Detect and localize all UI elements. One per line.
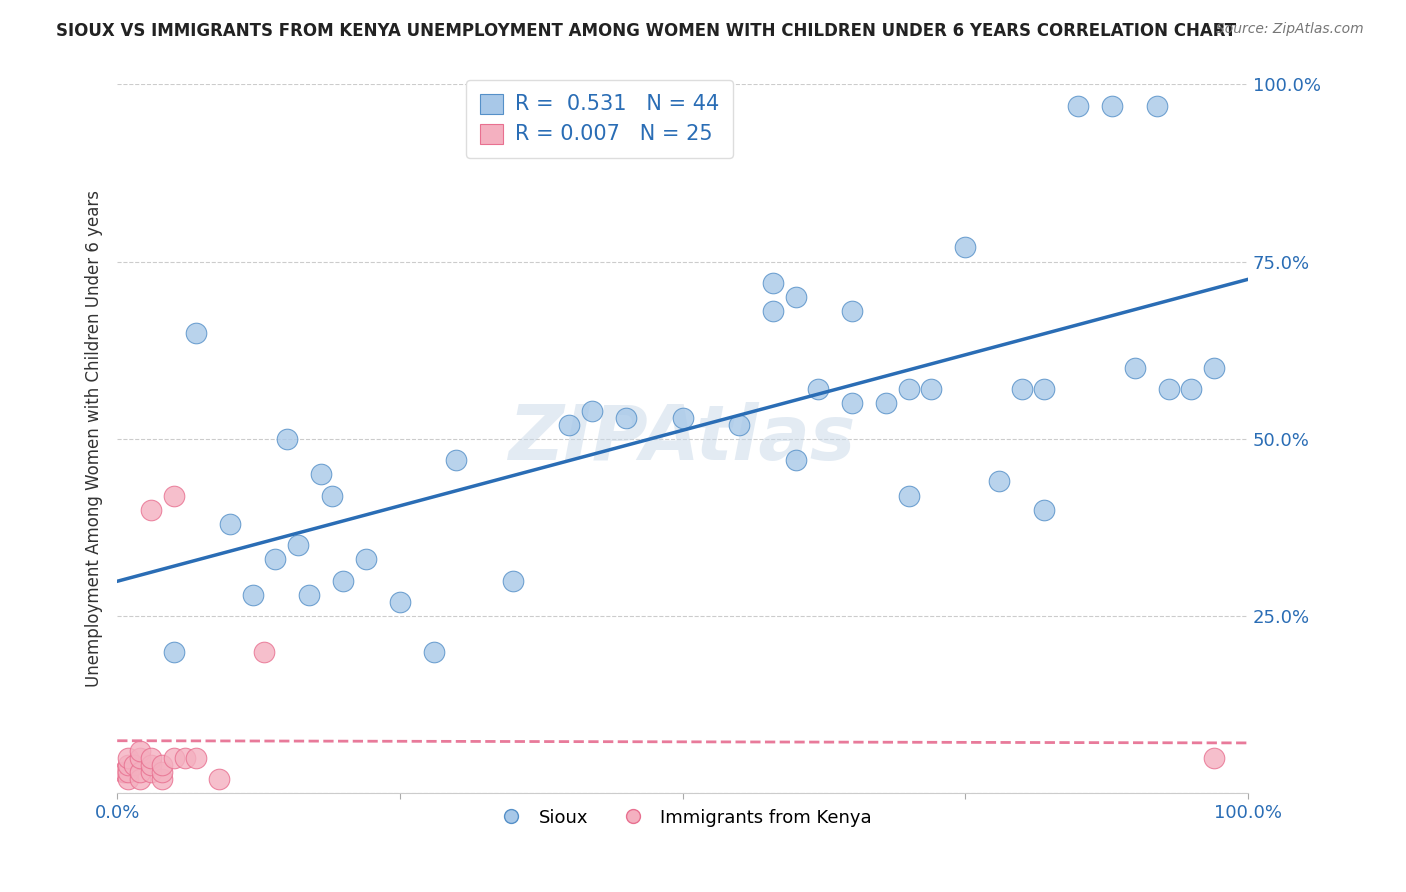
Point	[841, 396, 863, 410]
Point	[186, 751, 208, 765]
Point	[1067, 99, 1090, 113]
Point	[1011, 382, 1033, 396]
Point	[208, 772, 231, 787]
Legend: Sioux, Immigrants from Kenya: Sioux, Immigrants from Kenya	[486, 802, 879, 834]
Point	[920, 382, 942, 396]
Point	[128, 751, 150, 765]
Point	[117, 758, 139, 772]
Point	[242, 588, 264, 602]
Point	[785, 453, 807, 467]
Text: Source: ZipAtlas.com: Source: ZipAtlas.com	[1216, 22, 1364, 37]
Point	[264, 552, 287, 566]
Point	[614, 410, 637, 425]
Point	[581, 403, 603, 417]
Point	[1146, 99, 1168, 113]
Point	[762, 304, 785, 318]
Point	[388, 595, 411, 609]
Point	[117, 751, 139, 765]
Point	[152, 758, 174, 772]
Point	[875, 396, 897, 410]
Point	[988, 475, 1011, 489]
Point	[117, 765, 139, 780]
Point	[558, 417, 581, 432]
Point	[122, 758, 145, 772]
Text: SIOUX VS IMMIGRANTS FROM KENYA UNEMPLOYMENT AMONG WOMEN WITH CHILDREN UNDER 6 YE: SIOUX VS IMMIGRANTS FROM KENYA UNEMPLOYM…	[56, 22, 1236, 40]
Point	[186, 326, 208, 340]
Point	[1123, 361, 1146, 376]
Text: ZIPAtlas: ZIPAtlas	[509, 402, 856, 476]
Point	[446, 453, 468, 467]
Point	[163, 489, 186, 503]
Point	[1157, 382, 1180, 396]
Point	[152, 765, 174, 780]
Point	[253, 644, 276, 658]
Point	[1101, 99, 1123, 113]
Point	[1033, 503, 1056, 517]
Point	[354, 552, 377, 566]
Point	[117, 772, 139, 787]
Y-axis label: Unemployment Among Women with Children Under 6 years: Unemployment Among Women with Children U…	[86, 190, 103, 688]
Point	[114, 765, 136, 780]
Point	[1033, 382, 1056, 396]
Point	[502, 574, 524, 588]
Point	[423, 644, 446, 658]
Point	[841, 304, 863, 318]
Point	[174, 751, 197, 765]
Point	[1202, 361, 1225, 376]
Point	[128, 744, 150, 758]
Point	[152, 772, 174, 787]
Point	[953, 240, 976, 254]
Point	[332, 574, 354, 588]
Point	[139, 503, 162, 517]
Point	[1180, 382, 1202, 396]
Point	[276, 432, 298, 446]
Point	[287, 538, 309, 552]
Point	[321, 489, 343, 503]
Point	[163, 751, 186, 765]
Point	[309, 467, 332, 482]
Point	[1202, 751, 1225, 765]
Point	[671, 410, 693, 425]
Point	[728, 417, 751, 432]
Point	[298, 588, 321, 602]
Point	[111, 765, 134, 780]
Point	[163, 644, 186, 658]
Point	[139, 765, 162, 780]
Point	[128, 765, 150, 780]
Point	[219, 516, 242, 531]
Point	[785, 290, 807, 304]
Point	[762, 276, 785, 290]
Point	[807, 382, 830, 396]
Point	[139, 758, 162, 772]
Point	[139, 751, 162, 765]
Point	[897, 382, 920, 396]
Point	[897, 489, 920, 503]
Point	[128, 772, 150, 787]
